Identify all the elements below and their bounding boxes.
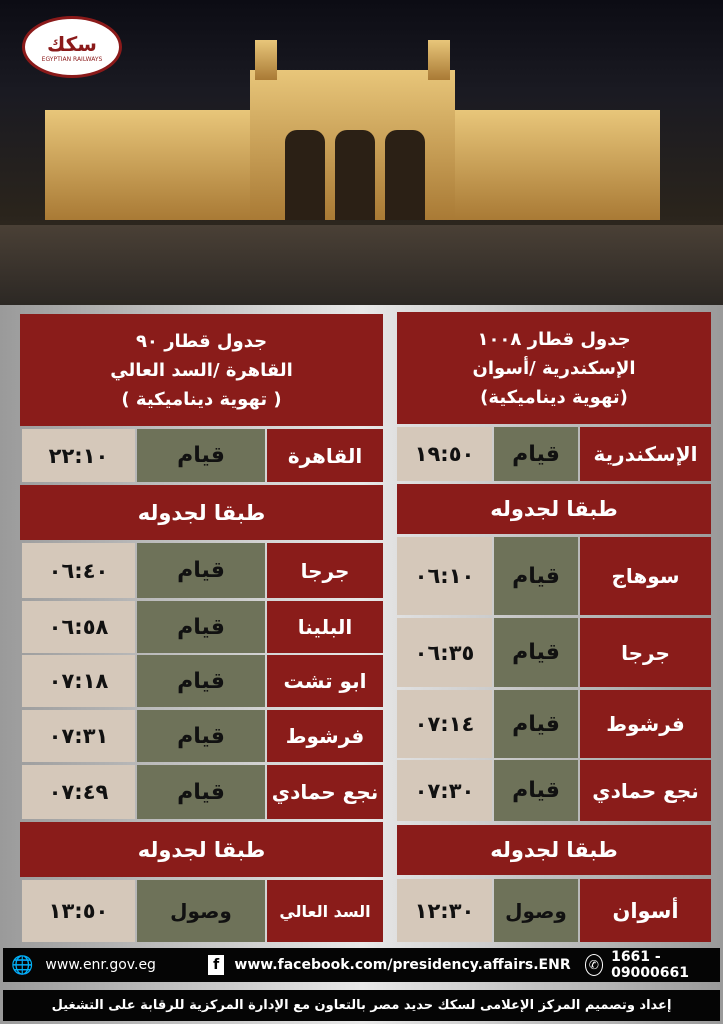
time: ٠٦:٣٥ xyxy=(397,618,492,687)
as-scheduled-label: طبقا لجدوله xyxy=(20,485,383,540)
status: قيام xyxy=(494,618,578,687)
time: ١٣:٥٠ xyxy=(22,880,135,942)
status: قيام xyxy=(137,765,265,819)
status: قيام xyxy=(137,429,265,482)
status: قيام xyxy=(494,760,578,821)
station-name: فرشوط xyxy=(580,690,711,758)
train-title: جدول قطار ١٠٠٨ xyxy=(477,328,631,350)
status: قيام xyxy=(494,537,578,615)
time: ٠٦:٥٨ xyxy=(22,601,135,653)
status: قيام xyxy=(137,655,265,707)
train-type: (تهوية ديناميكية) xyxy=(480,386,628,408)
facebook-icon: f xyxy=(207,955,225,975)
route: الإسكندرية /أسوان xyxy=(472,357,636,379)
time: ٠٧:١٤ xyxy=(397,690,492,758)
time: ٠٧:٤٩ xyxy=(22,765,135,819)
status: قيام xyxy=(137,543,265,598)
time: ٠٦:٤٠ xyxy=(22,543,135,598)
station-name: نجع حمادي xyxy=(580,760,711,821)
credit-text: إعداد وتصميم المركز الإعلامى لسكك حديد م… xyxy=(51,998,672,1013)
time: ٠٧:٣٠ xyxy=(397,760,492,821)
status: قيام xyxy=(494,690,578,758)
phone-icon: ✆ xyxy=(584,954,604,976)
station-name: القاهرة xyxy=(267,429,383,482)
as-scheduled-label: طبقا لجدوله xyxy=(397,484,711,534)
credit-bar: إعداد وتصميم المركز الإعلامى لسكك حديد م… xyxy=(3,990,720,1021)
time: ٢٢:١٠ xyxy=(22,429,135,482)
station-name: سوهاج xyxy=(580,537,711,615)
station-name: جرجا xyxy=(580,618,711,687)
station-name: الإسكندرية xyxy=(580,427,711,481)
phone-number: 1661 - 09000661 xyxy=(611,949,690,981)
station-name: نجع حمادي xyxy=(267,765,383,819)
station-name: ابو تشت xyxy=(267,655,383,707)
as-scheduled-label: طبقا لجدوله xyxy=(20,822,383,877)
station-name: أسوان xyxy=(580,879,711,942)
schedule-header: جدول قطار ١٠٠٨ الإسكندرية /أسوان (تهوية … xyxy=(397,312,711,424)
website-link[interactable]: www.enr.gov.eg xyxy=(45,957,156,973)
time: ٠٦:١٠ xyxy=(397,537,492,615)
status: قيام xyxy=(137,601,265,653)
station-name: جرجا xyxy=(267,543,383,598)
train-title: جدول قطار ٩٠ xyxy=(135,330,268,352)
station-name: فرشوط xyxy=(267,710,383,762)
time: ١٩:٥٠ xyxy=(397,427,492,481)
route: القاهرة /السد العالي xyxy=(110,359,293,381)
status: وصول xyxy=(494,879,578,942)
status: وصول xyxy=(137,880,265,942)
time: ٠٧:١٨ xyxy=(22,655,135,707)
globe-icon: 🌐 xyxy=(11,954,34,976)
egyptian-railways-logo: ﺳﻜﻚ EGYPTIAN RAILWAYS xyxy=(22,16,122,78)
train-type: ( تهوية ديناميكية ) xyxy=(121,388,282,410)
time: ٠٧:٣١ xyxy=(22,710,135,762)
contact-bar: 🌐 www.enr.gov.eg f www.facebook.com/pres… xyxy=(3,948,720,982)
status: قيام xyxy=(137,710,265,762)
schedule-header: جدول قطار ٩٠ القاهرة /السد العالي ( تهوي… xyxy=(20,314,383,426)
station-photo: ﺳﻜﻚ EGYPTIAN RAILWAYS xyxy=(0,0,723,305)
time: ١٢:٣٠ xyxy=(397,879,492,942)
facebook-link[interactable]: www.facebook.com/presidency.affairs.ENR xyxy=(234,957,571,973)
station-name: البلينا xyxy=(267,601,383,653)
station-name: السد العالي xyxy=(267,880,383,942)
as-scheduled-label: طبقا لجدوله xyxy=(397,825,711,875)
status: قيام xyxy=(494,427,578,481)
